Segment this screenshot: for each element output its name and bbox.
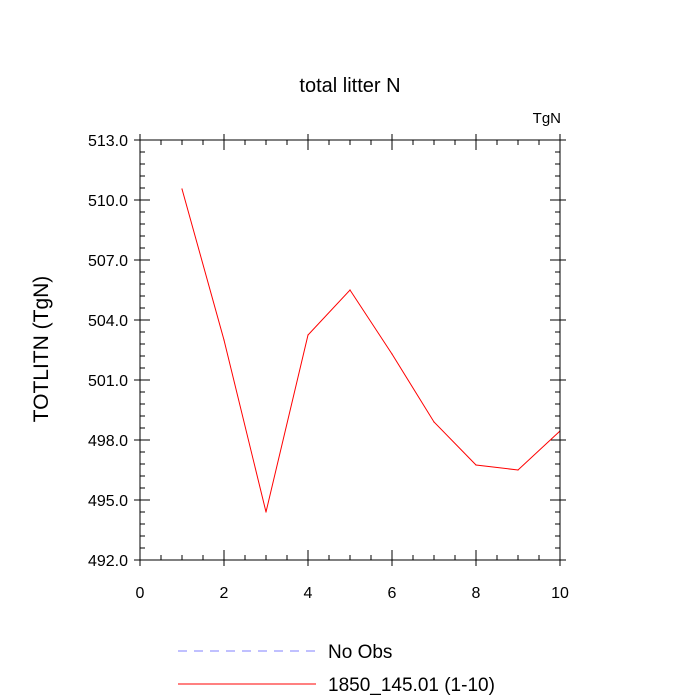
series-point	[307, 334, 309, 336]
x-tick-label: 0	[136, 585, 145, 602]
series-point	[265, 511, 267, 513]
minor-ticks	[140, 140, 560, 560]
y-tick-label: 492.0	[88, 553, 128, 570]
series-point	[349, 289, 351, 291]
series-point	[223, 339, 225, 341]
series-group	[181, 188, 561, 513]
series-point	[475, 464, 477, 466]
x-tick-label: 2	[220, 585, 229, 602]
series-point	[517, 469, 519, 471]
y-tick-label: 495.0	[88, 493, 128, 510]
y-tick-label: 513.0	[88, 133, 128, 150]
x-tick-label: 4	[304, 585, 313, 602]
x-tick-label: 8	[472, 585, 481, 602]
y-axis-label: TOTLITN (TgN)	[30, 276, 53, 423]
series-point	[433, 421, 435, 423]
series-point	[181, 188, 183, 190]
legend-label-no-obs: No Obs	[328, 642, 392, 663]
y-tick-label: 504.0	[88, 313, 128, 330]
y-tick-label: 501.0	[88, 373, 128, 390]
y-tick-label: 498.0	[88, 433, 128, 450]
units-label: TgN	[533, 110, 561, 127]
series-line	[181, 188, 561, 513]
x-tick-labels: 0 2 4 6 8 10	[136, 585, 569, 602]
plot-frame	[139, 139, 561, 561]
legend: No Obs 1850_145.01 (1-10)	[178, 642, 495, 696]
y-tick-label: 510.0	[88, 193, 128, 210]
y-tick-label: 507.0	[88, 253, 128, 270]
y-tick-labels: 492.0 495.0 498.0 501.0 504.0 507.0 510.0 513.0	[88, 133, 128, 570]
x-tick-label: 6	[388, 585, 397, 602]
major-ticks	[134, 134, 566, 566]
chart-title: total litter N	[299, 75, 400, 97]
legend-label-1850-145-01: 1850_145.01 (1-10)	[328, 675, 495, 696]
series-point	[391, 353, 393, 355]
x-tick-label: 10	[551, 585, 569, 602]
